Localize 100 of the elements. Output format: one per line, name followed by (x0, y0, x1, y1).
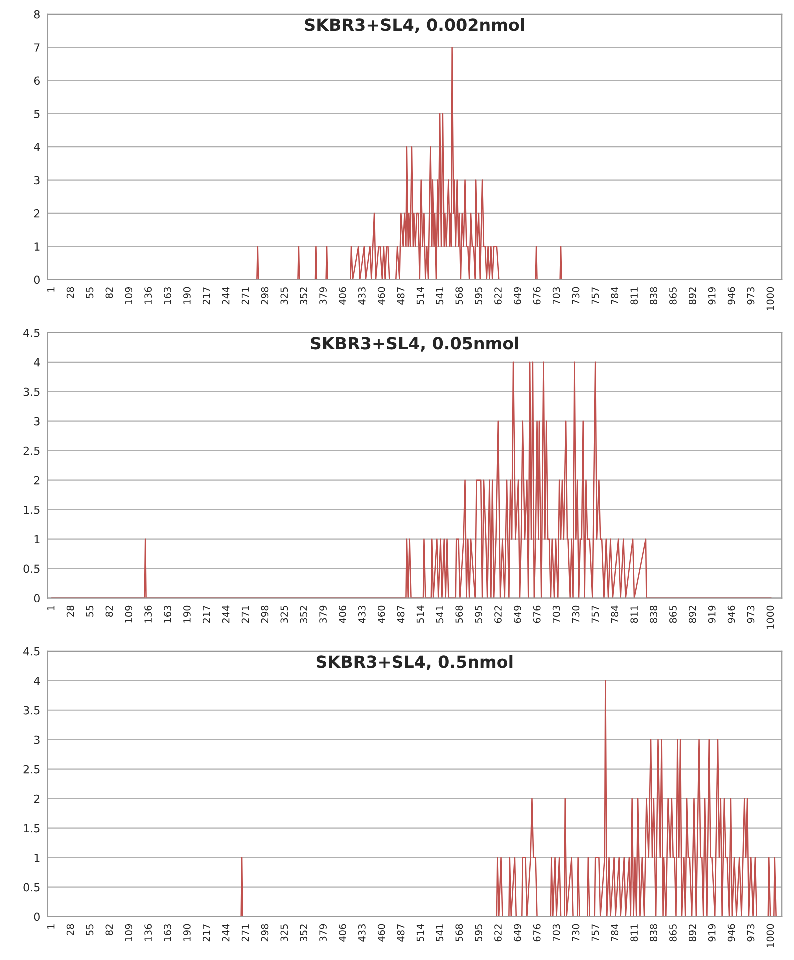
x-tick-label: 217 (202, 288, 210, 305)
x-tick-label: 55 (86, 288, 94, 298)
x-tick-label: 271 (242, 606, 250, 624)
x-tick-label: 1 (48, 288, 55, 292)
x-tick-label: 190 (184, 924, 191, 942)
x-tick-label: 163 (164, 924, 172, 942)
x-tick-label: 460 (378, 287, 386, 305)
x-tick-label: 433 (358, 924, 366, 942)
y-tick-label: 2 (34, 209, 40, 218)
y-tick-label: 0.5 (24, 883, 40, 892)
x-tick-label: 298 (261, 924, 269, 942)
y-tick-label: 8 (34, 10, 40, 19)
x-tick-label: 109 (125, 606, 133, 623)
x-tick-label: 136 (144, 606, 152, 623)
x-tick-label: 838 (650, 287, 658, 305)
y-tick-label: 3 (34, 417, 40, 426)
x-tick-label: 568 (456, 924, 464, 942)
x-tick-label: 946 (728, 924, 736, 942)
y-tick-label: 2 (34, 794, 40, 804)
x-tick-label: 190 (184, 606, 191, 623)
y-tick-label: 1.5 (24, 824, 40, 833)
x-tick-label: 1 (48, 924, 55, 929)
x-tick-label: 811 (630, 606, 638, 624)
x-tick-label: 487 (397, 288, 405, 305)
x-tick-label: 919 (708, 924, 716, 942)
x-tick-label: 514 (416, 924, 424, 942)
y-tick-label: 3 (34, 736, 40, 744)
x-tick-label: 865 (670, 288, 677, 305)
x-tick-label: 757 (592, 924, 600, 942)
x-tick-label: 865 (670, 924, 677, 942)
y-tick-label: 0 (34, 276, 40, 284)
y-tick-label: 3.5 (24, 706, 40, 715)
x-tick-label: 514 (416, 606, 424, 624)
y-tick-label: 0 (34, 912, 40, 922)
x-tick-label: 55 (86, 924, 94, 936)
x-tick-label: 109 (125, 287, 133, 304)
x-tick-label: 514 (416, 287, 424, 305)
x-tick-label: 676 (533, 287, 541, 305)
x-tick-label: 892 (688, 606, 696, 624)
x-tick-label: 244 (222, 606, 230, 624)
x-tick-label: 163 (164, 288, 172, 304)
x-tick-label: 919 (708, 287, 716, 305)
x-tick-label: 730 (572, 924, 580, 942)
x-tick-label: 1000 (766, 924, 774, 948)
y-tick-label: 4 (34, 358, 40, 367)
x-tick-label: 865 (670, 606, 677, 624)
y-tick-label: 0 (34, 594, 40, 603)
y-tick-label: 4 (34, 143, 40, 152)
x-tick-label: 271 (242, 924, 250, 942)
x-tick-label: 82 (106, 924, 114, 936)
x-tick-label: 649 (514, 606, 522, 624)
x-tick-label: 784 (611, 606, 619, 624)
x-tick-label: 28 (66, 606, 74, 617)
x-tick-label: 406 (339, 924, 346, 942)
x-tick-label: 784 (611, 287, 619, 305)
y-tick-label: 2.5 (24, 765, 40, 774)
x-tick-label: 1 (48, 606, 55, 610)
x-tick-label: 244 (222, 287, 230, 305)
x-tick-label: 325 (280, 606, 288, 624)
x-tick-label: 757 (592, 606, 600, 624)
x-tick-label: 109 (125, 924, 133, 942)
x-tick-label: 271 (242, 288, 250, 305)
line-series (51, 362, 772, 598)
x-tick-label: 811 (630, 288, 638, 305)
x-tick-label: 757 (592, 288, 600, 305)
x-tick-label: 703 (552, 606, 560, 624)
x-tick-label: 568 (456, 606, 464, 624)
x-tick-label: 1000 (766, 606, 774, 629)
x-tick-label: 649 (514, 287, 522, 305)
x-tick-label: 622 (494, 606, 502, 624)
x-tick-label: 136 (144, 924, 152, 942)
x-tick-label: 460 (378, 606, 386, 624)
x-tick-label: 298 (261, 287, 269, 305)
x-tick-label: 946 (728, 606, 736, 624)
x-tick-label: 622 (494, 924, 502, 942)
x-tick-label: 163 (164, 606, 172, 623)
x-tick-label: 838 (650, 606, 658, 624)
x-tick-label: 973 (747, 288, 755, 305)
x-tick-label: 973 (747, 606, 755, 624)
x-tick-label: 892 (688, 924, 696, 942)
y-tick-label: 7 (34, 44, 40, 52)
chart-title: SKBR3+SL4, 0.5nmol (316, 655, 513, 670)
y-tick-label: 4.5 (24, 648, 40, 656)
x-tick-label: 136 (144, 287, 152, 304)
x-tick-label: 325 (280, 288, 288, 305)
x-tick-label: 703 (552, 924, 560, 942)
x-tick-label: 352 (300, 288, 308, 305)
x-tick-label: 28 (66, 287, 74, 298)
x-tick-label: 487 (397, 606, 405, 624)
x-tick-label: 298 (261, 606, 269, 624)
x-tick-label: 730 (572, 606, 580, 624)
x-tick-label: 379 (320, 287, 327, 305)
x-tick-label: 82 (106, 606, 114, 617)
x-tick-label: 325 (280, 924, 288, 942)
x-tick-label: 406 (339, 606, 346, 624)
x-tick-label: 217 (202, 606, 210, 624)
x-tick-label: 541 (436, 288, 444, 305)
x-tick-label: 82 (106, 288, 114, 298)
x-tick-label: 433 (358, 288, 366, 305)
x-tick-label: 649 (514, 924, 522, 942)
